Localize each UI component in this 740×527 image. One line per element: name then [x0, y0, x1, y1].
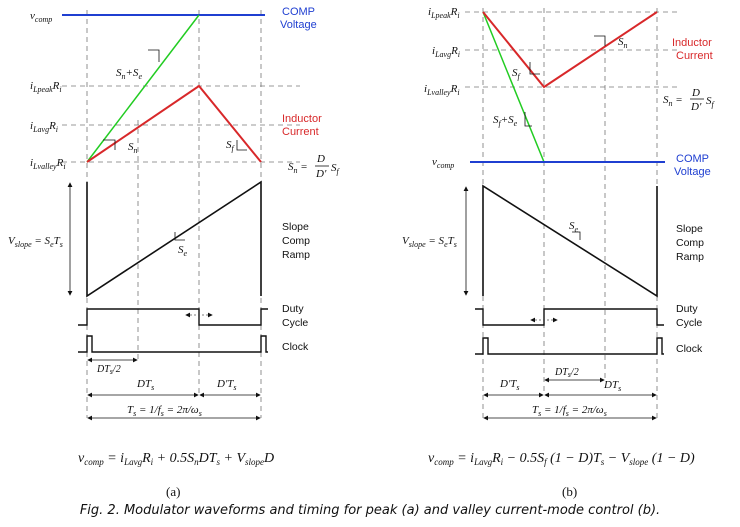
- ilpeak-label-a: iLpeakRi: [30, 80, 62, 94]
- svg-text:D': D': [690, 101, 702, 113]
- vslope-label-a: Vslope = SeTs: [8, 235, 63, 249]
- ramp-label-a-3: Ramp: [282, 249, 310, 261]
- duty-label-a-1: Duty: [282, 303, 304, 315]
- duty-cycle-wave-b: [475, 308, 664, 326]
- sn-label-a: Sn: [128, 141, 138, 155]
- svg-text:D: D: [316, 153, 325, 165]
- sn-formula-b: Sn = D D' Sf: [663, 87, 716, 113]
- ilavg-label-a: iLavgRi: [30, 120, 58, 134]
- clock-label-b: Clock: [676, 343, 703, 355]
- comp-label-a-1: COMP: [282, 6, 315, 18]
- vcomp-label-b: vcomp: [432, 156, 454, 170]
- sf-se-slope-line-b: [482, 11, 545, 163]
- inductor-current-wave-b: [482, 11, 658, 89]
- ramp-label-a-2: Comp: [282, 235, 310, 247]
- ilpeak-label-b: iLpeakRi: [428, 6, 460, 20]
- sn-se-slope-line-a: [86, 14, 200, 163]
- inductor-current-wave-a: [86, 84, 262, 163]
- ilvalley-label-a: iLvalleyRi: [30, 157, 66, 171]
- panel-b-label: (b): [562, 484, 577, 499]
- duty-cycle-wave-a: [78, 308, 268, 326]
- ramp-label-a-1: Slope: [282, 221, 309, 233]
- comp-label-b-2: Voltage: [674, 166, 711, 178]
- svg-text:Sn =: Sn =: [288, 161, 308, 175]
- inductor-label-a-2: Current: [282, 126, 319, 138]
- slope-ramp-b: [482, 184, 658, 298]
- svg-text:Sf: Sf: [331, 162, 341, 176]
- ilvalley-label-b: iLvalleyRi: [424, 83, 460, 97]
- figure-caption: Fig. 2. Modulator waveforms and timing f…: [79, 503, 661, 518]
- slope-ramp-a: [86, 180, 262, 298]
- dts-label-a: DTs: [136, 378, 154, 392]
- clock-label-a: Clock: [282, 341, 309, 353]
- ramp-label-b-3: Ramp: [676, 251, 704, 263]
- inductor-label-b-2: Current: [676, 50, 713, 62]
- sn-label-b: Sn: [618, 36, 628, 50]
- se-label-a: Se: [178, 244, 188, 258]
- dprime-ts-label-b: D'Ts: [499, 378, 520, 392]
- comp-label-a-2: Voltage: [280, 19, 317, 31]
- duty-label-b-1: Duty: [676, 303, 698, 315]
- panel-a-label: (a): [166, 484, 180, 499]
- equation-a: vcomp = iLavgRi + 0.5SnDTs + VslopeD: [78, 451, 274, 467]
- ts-label-a: Ts = 1/fs = 2π/ωs: [127, 404, 202, 418]
- inductor-label-a-1: Inductor: [282, 113, 322, 125]
- dts-half-label-a: DTs/2: [96, 364, 121, 376]
- svg-text:D: D: [691, 87, 700, 99]
- comp-label-b-1: COMP: [676, 153, 709, 165]
- ts-label-b: Ts = 1/fs = 2π/ωs: [532, 404, 607, 418]
- sn-plus-se-label-a: Sn+Se: [116, 67, 142, 81]
- clock-wave-a: [78, 335, 268, 353]
- sf-label-b: Sf: [512, 67, 522, 81]
- svg-text:Sn =: Sn =: [663, 94, 683, 108]
- dprime-ts-label-a: D'Ts: [216, 378, 237, 392]
- vcomp-label-a: vcomp: [30, 10, 52, 24]
- sf-label-a: Sf: [226, 139, 236, 153]
- equation-b: vcomp = iLavgRi − 0.5Sf (1 − D)Ts − Vslo…: [428, 451, 695, 467]
- ilavg-label-b: iLavgRi: [432, 45, 460, 59]
- ramp-label-b-1: Slope: [676, 223, 703, 235]
- clock-wave-b: [475, 337, 664, 355]
- duty-label-b-2: Cycle: [676, 317, 702, 329]
- se-label-b: Se: [569, 220, 579, 234]
- dts-half-label-b: DTs/2: [554, 367, 579, 379]
- inductor-label-b-1: Inductor: [672, 37, 712, 49]
- panel-a: vcomp COMP Voltage Sn+Se Sn Sf Se iLpeak…: [8, 6, 341, 499]
- dts-label-b: DTs: [603, 379, 621, 393]
- svg-text:D': D': [315, 168, 327, 180]
- vslope-label-b: Vslope = SeTs: [402, 235, 457, 249]
- sf-plus-se-label-b: Sf+Se: [493, 114, 518, 128]
- svg-text:Sf: Sf: [706, 95, 716, 109]
- duty-label-a-2: Cycle: [282, 317, 308, 329]
- sn-formula-a: Sn = D D' Sf: [288, 153, 341, 180]
- panel-b: iLpeakRi iLavgRi iLvalleyRi vcomp COMP V…: [402, 6, 716, 499]
- ramp-label-b-2: Comp: [676, 237, 704, 249]
